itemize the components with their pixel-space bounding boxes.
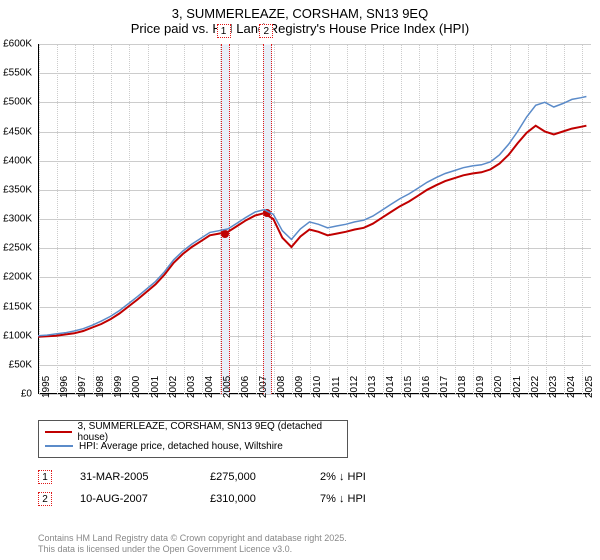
x-axis-label: 2013	[367, 376, 378, 398]
x-axis-label: 1998	[95, 376, 106, 398]
series-price_paid	[38, 126, 586, 337]
x-axis-label: 2010	[312, 376, 323, 398]
sale-record-date: 31-MAR-2005	[80, 471, 210, 483]
x-axis-label: 2003	[186, 376, 197, 398]
y-axis-label: £350K	[3, 184, 32, 195]
x-axis-label: 2019	[475, 376, 486, 398]
y-axis-label: £100K	[3, 330, 32, 341]
x-axis-label: 1996	[59, 376, 70, 398]
x-axis-label: 2007	[258, 376, 269, 398]
x-axis-label: 2015	[403, 376, 414, 398]
footer-attribution: Contains HM Land Registry data © Crown c…	[38, 533, 347, 556]
x-axis-label: 1999	[113, 376, 124, 398]
sale-record-row: 1 31-MAR-2005£275,0002% ↓ HPI	[38, 466, 430, 488]
sale-record-num: 1	[38, 470, 52, 484]
x-axis-label: 2024	[566, 376, 577, 398]
footer-line1: Contains HM Land Registry data © Crown c…	[38, 533, 347, 545]
sale-record-diff: 7% ↓ HPI	[320, 493, 430, 505]
x-axis-label: 2002	[168, 376, 179, 398]
sale-record-price: £310,000	[210, 493, 320, 505]
y-axis-label: £200K	[3, 272, 32, 283]
x-axis-label: 2001	[150, 376, 161, 398]
x-axis-label: 2022	[530, 376, 541, 398]
sale-marker-label: 1	[217, 24, 231, 38]
sale-record-date: 10-AUG-2007	[80, 493, 210, 505]
sale-record-diff: 2% ↓ HPI	[320, 471, 430, 483]
y-axis-label: £0	[21, 389, 32, 400]
x-axis-label: 2012	[349, 376, 360, 398]
y-axis-label: £600K	[3, 39, 32, 50]
x-axis-label: 2009	[294, 376, 305, 398]
y-axis-label: £400K	[3, 155, 32, 166]
sale-records: 1 31-MAR-2005£275,0002% ↓ HPI 2 10-AUG-2007…	[38, 466, 430, 510]
x-axis-label: 2011	[331, 376, 342, 398]
y-axis-label: £150K	[3, 301, 32, 312]
x-axis-label: 2006	[240, 376, 251, 398]
x-axis-label: 1997	[77, 376, 88, 398]
footer-line2: This data is licensed under the Open Gov…	[38, 544, 347, 556]
legend-swatch	[45, 445, 73, 447]
x-axis-label: 2017	[439, 376, 450, 398]
y-axis-label: £50K	[9, 359, 32, 370]
x-axis-label: 2016	[421, 376, 432, 398]
y-axis-label: £500K	[3, 97, 32, 108]
chart-title: 3, SUMMERLEAZE, CORSHAM, SN13 9EQ Price …	[0, 0, 600, 38]
sale-record-price: £275,000	[210, 471, 320, 483]
y-axis-label: £450K	[3, 126, 32, 137]
title-address: 3, SUMMERLEAZE, CORSHAM, SN13 9EQ	[0, 6, 600, 21]
sale-record-num: 2	[38, 492, 52, 506]
x-axis-label: 1995	[41, 376, 52, 398]
x-axis-label: 2014	[385, 376, 396, 398]
x-axis-label: 2000	[131, 376, 142, 398]
sale-record-row: 2 10-AUG-2007£310,0007% ↓ HPI	[38, 488, 430, 510]
legend-box: 3, SUMMERLEAZE, CORSHAM, SN13 9EQ (detac…	[38, 420, 348, 458]
x-axis-label: 2004	[204, 376, 215, 398]
y-axis-label: £300K	[3, 214, 32, 225]
legend-swatch	[45, 431, 72, 433]
x-axis-label: 2020	[493, 376, 504, 398]
x-axis-label: 2005	[222, 376, 233, 398]
title-subtitle: Price paid vs. HM Land Registry's House …	[0, 21, 600, 36]
x-axis-label: 2021	[512, 376, 523, 398]
y-axis-label: £250K	[3, 243, 32, 254]
sale-marker-label: 2	[259, 24, 273, 38]
chart-plot-area: £0£50K£100K£150K£200K£250K£300K£350K£400…	[38, 44, 590, 394]
x-axis-label: 2008	[276, 376, 287, 398]
legend-row: 3, SUMMERLEAZE, CORSHAM, SN13 9EQ (detac…	[45, 425, 341, 439]
y-axis-label: £550K	[3, 68, 32, 79]
x-axis-label: 2025	[584, 376, 595, 398]
series-hpi	[38, 97, 586, 336]
x-axis-label: 2018	[457, 376, 468, 398]
x-axis-label: 2023	[548, 376, 559, 398]
legend-label: HPI: Average price, detached house, Wilt…	[79, 441, 283, 452]
chart-lines	[38, 44, 590, 394]
